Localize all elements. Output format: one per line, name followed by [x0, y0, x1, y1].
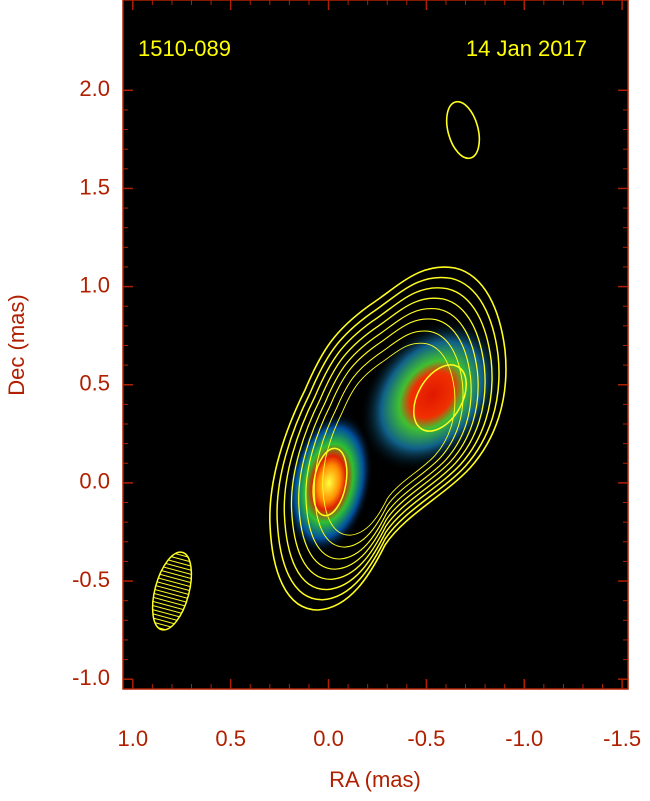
- x-axis-title: RA (mas): [329, 767, 421, 792]
- y-tick-label: 0.5: [79, 371, 110, 396]
- y-tick-label: 2.0: [79, 76, 110, 101]
- y-tick-label: 1.0: [79, 272, 110, 297]
- beam: [151, 551, 193, 631]
- contours: [269, 98, 507, 611]
- x-tick-label: 1.0: [117, 726, 148, 751]
- epoch: 14 Jan 2017: [466, 36, 587, 61]
- x-tick-label: 0.5: [215, 726, 246, 751]
- x-tick-label: -0.5: [407, 726, 445, 751]
- y-axis-title: Dec (mas): [4, 294, 29, 395]
- x-tick-label: -1.0: [505, 726, 543, 751]
- y-tick-label: -1.0: [72, 665, 110, 690]
- frame: [122, 0, 629, 690]
- x-tick-label: -1.5: [603, 726, 641, 751]
- y-tick-label: -0.5: [72, 567, 110, 592]
- y-tick-label: 0.0: [79, 469, 110, 494]
- plot-area: [123, 0, 628, 689]
- source-name: 1510-089: [138, 36, 231, 61]
- y-tick-label: 1.5: [79, 174, 110, 199]
- x-tick-label: 0.0: [313, 726, 344, 751]
